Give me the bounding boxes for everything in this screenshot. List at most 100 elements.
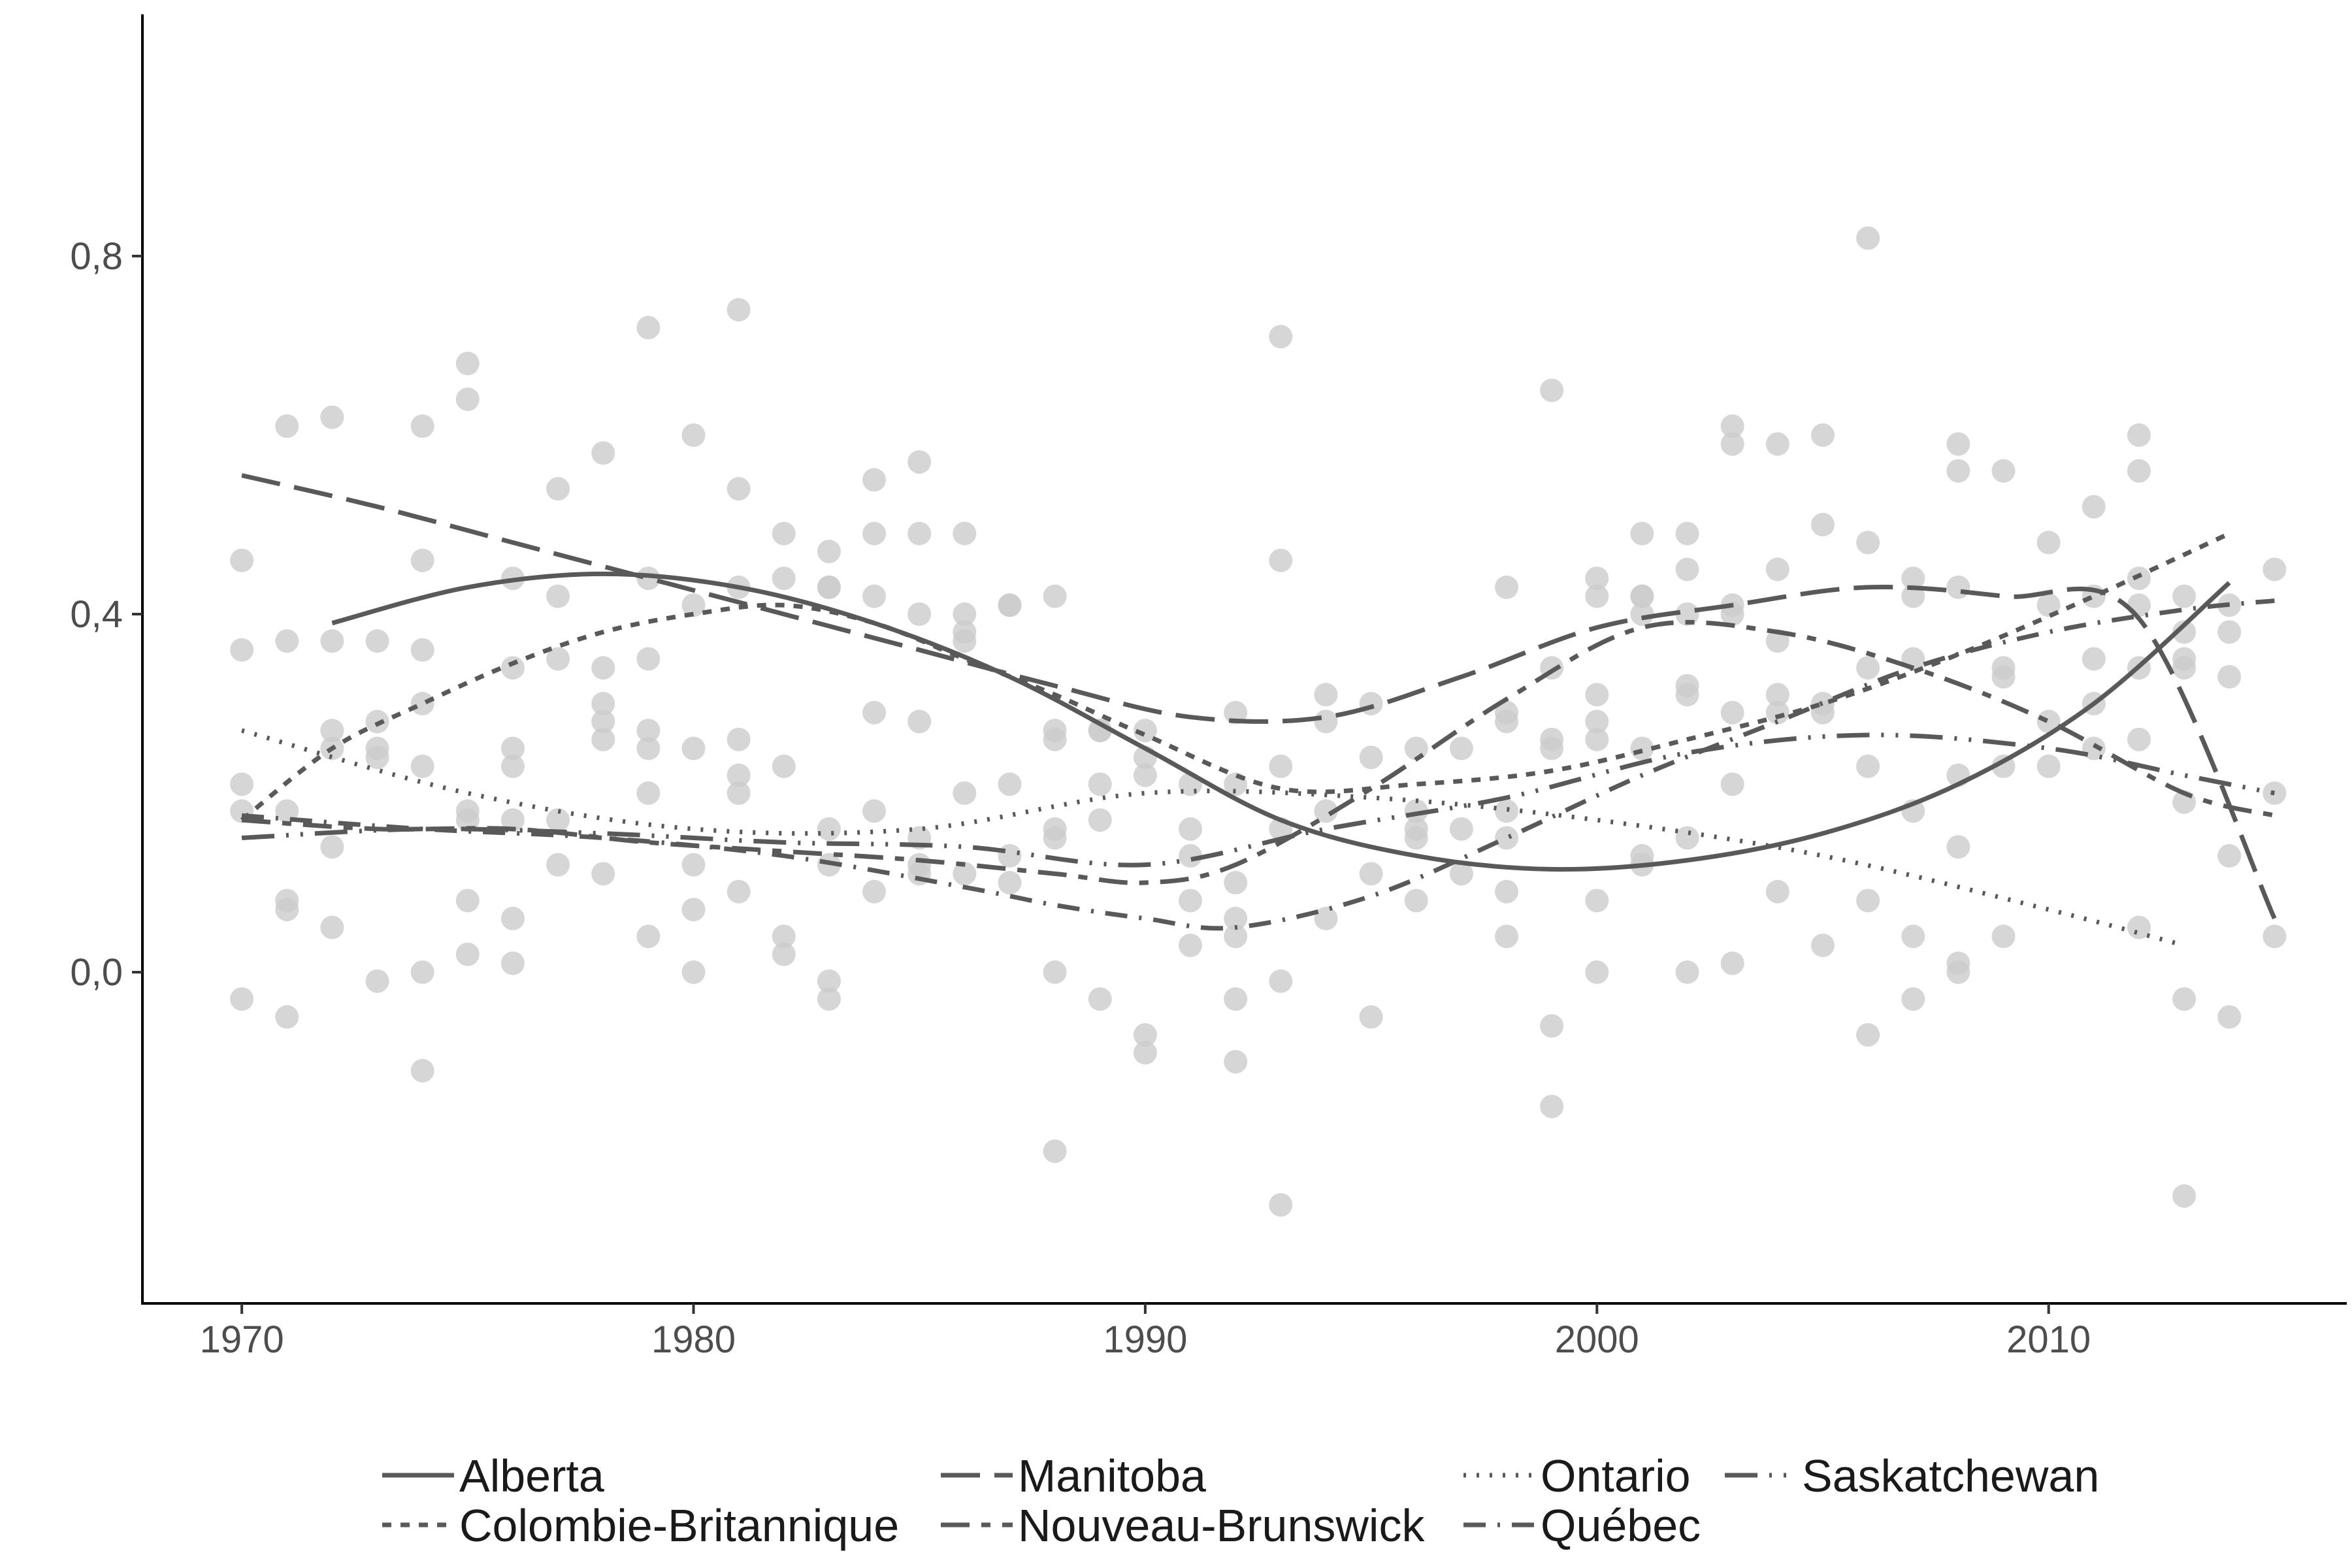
data-point [591, 862, 615, 886]
data-point [1314, 799, 1338, 823]
y-ticks: 0,0 0,4 0,8 [70, 235, 142, 994]
data-point [1946, 432, 1970, 456]
data-point [500, 906, 525, 930]
data-point [1495, 924, 1519, 949]
data-point [1179, 817, 1203, 841]
data-point [1449, 817, 1473, 841]
data-point [817, 969, 841, 993]
data-point [1856, 531, 1880, 555]
data-point [546, 808, 570, 832]
data-point [455, 889, 480, 913]
lines-layer [240, 473, 2277, 948]
data-point [2172, 1184, 2197, 1208]
legend-label: Nouveau-Brunswick [1018, 1500, 1425, 1551]
data-point [1765, 557, 1789, 581]
data-point [772, 521, 796, 546]
data-point [591, 727, 615, 751]
data-point [1675, 683, 1699, 707]
data-point [1088, 808, 1112, 832]
data-point [1179, 933, 1203, 957]
data-point [1495, 799, 1519, 823]
data-point [410, 638, 434, 662]
data-point [681, 736, 706, 760]
data-point [2082, 495, 2106, 519]
data-point [1946, 835, 1970, 859]
series-line-qu-bec [241, 598, 2275, 931]
data-point [1630, 602, 1654, 626]
data-point [1088, 772, 1112, 796]
data-point [1540, 736, 1564, 760]
data-point [591, 710, 615, 734]
data-point [455, 387, 480, 412]
legend-label: Colombie-Britannique [459, 1500, 899, 1551]
data-point [1404, 889, 1428, 913]
data-point [1269, 548, 1293, 572]
data-point [2262, 557, 2287, 581]
data-point [500, 736, 525, 760]
data-point [636, 566, 661, 591]
legend-label: Ontario [1541, 1450, 1691, 1501]
data-point [230, 772, 254, 796]
series-line-manitoba [241, 473, 2277, 920]
data-point [907, 602, 932, 626]
data-point [591, 692, 615, 716]
data-point [1043, 584, 1067, 608]
data-point [2172, 620, 2197, 644]
x-tick-label: 1970 [200, 1318, 284, 1361]
data-point [1449, 736, 1473, 760]
data-point [953, 862, 977, 886]
data-point [1630, 736, 1654, 760]
data-point [817, 575, 841, 599]
data-point [727, 781, 751, 806]
data-point [1585, 889, 1609, 913]
data-point [410, 960, 434, 985]
data-point [1856, 889, 1880, 913]
data-point [1810, 512, 1835, 536]
data-point [1901, 987, 1925, 1011]
data-point [862, 879, 887, 904]
data-point [1133, 719, 1157, 743]
data-point [1179, 889, 1203, 913]
data-point [591, 656, 615, 680]
data-point [1675, 826, 1699, 850]
data-point [1675, 960, 1699, 985]
data-point [727, 727, 751, 751]
data-point [1856, 1022, 1880, 1047]
data-point [953, 781, 977, 806]
data-point [953, 521, 977, 546]
data-point [998, 593, 1022, 617]
data-point [1043, 1139, 1067, 1164]
data-point [546, 584, 570, 608]
data-point [591, 441, 615, 465]
y-tick-label: 0,8 [70, 235, 123, 278]
data-point [772, 924, 796, 949]
data-point [862, 468, 887, 492]
data-point [365, 629, 389, 653]
data-point [546, 853, 570, 877]
data-point [546, 477, 570, 501]
data-point [1720, 432, 1744, 456]
data-point [1856, 226, 1880, 250]
data-point [1224, 1050, 1248, 1074]
legend-label: Alberta [459, 1450, 604, 1501]
data-point [681, 853, 706, 877]
data-point [1675, 521, 1699, 546]
data-point [1946, 960, 1970, 985]
data-point [1314, 906, 1338, 930]
data-point [1043, 727, 1067, 751]
data-point [636, 924, 661, 949]
data-point [275, 1005, 299, 1029]
data-point [410, 754, 434, 778]
data-point [1088, 987, 1112, 1011]
data-point [862, 799, 887, 823]
data-point [2127, 727, 2151, 751]
data-point [1043, 826, 1067, 850]
data-point [862, 584, 887, 608]
data-point [1946, 459, 1970, 483]
data-point [1585, 727, 1609, 751]
data-point [410, 692, 434, 716]
data-point [1856, 754, 1880, 778]
data-point [2172, 987, 2197, 1011]
